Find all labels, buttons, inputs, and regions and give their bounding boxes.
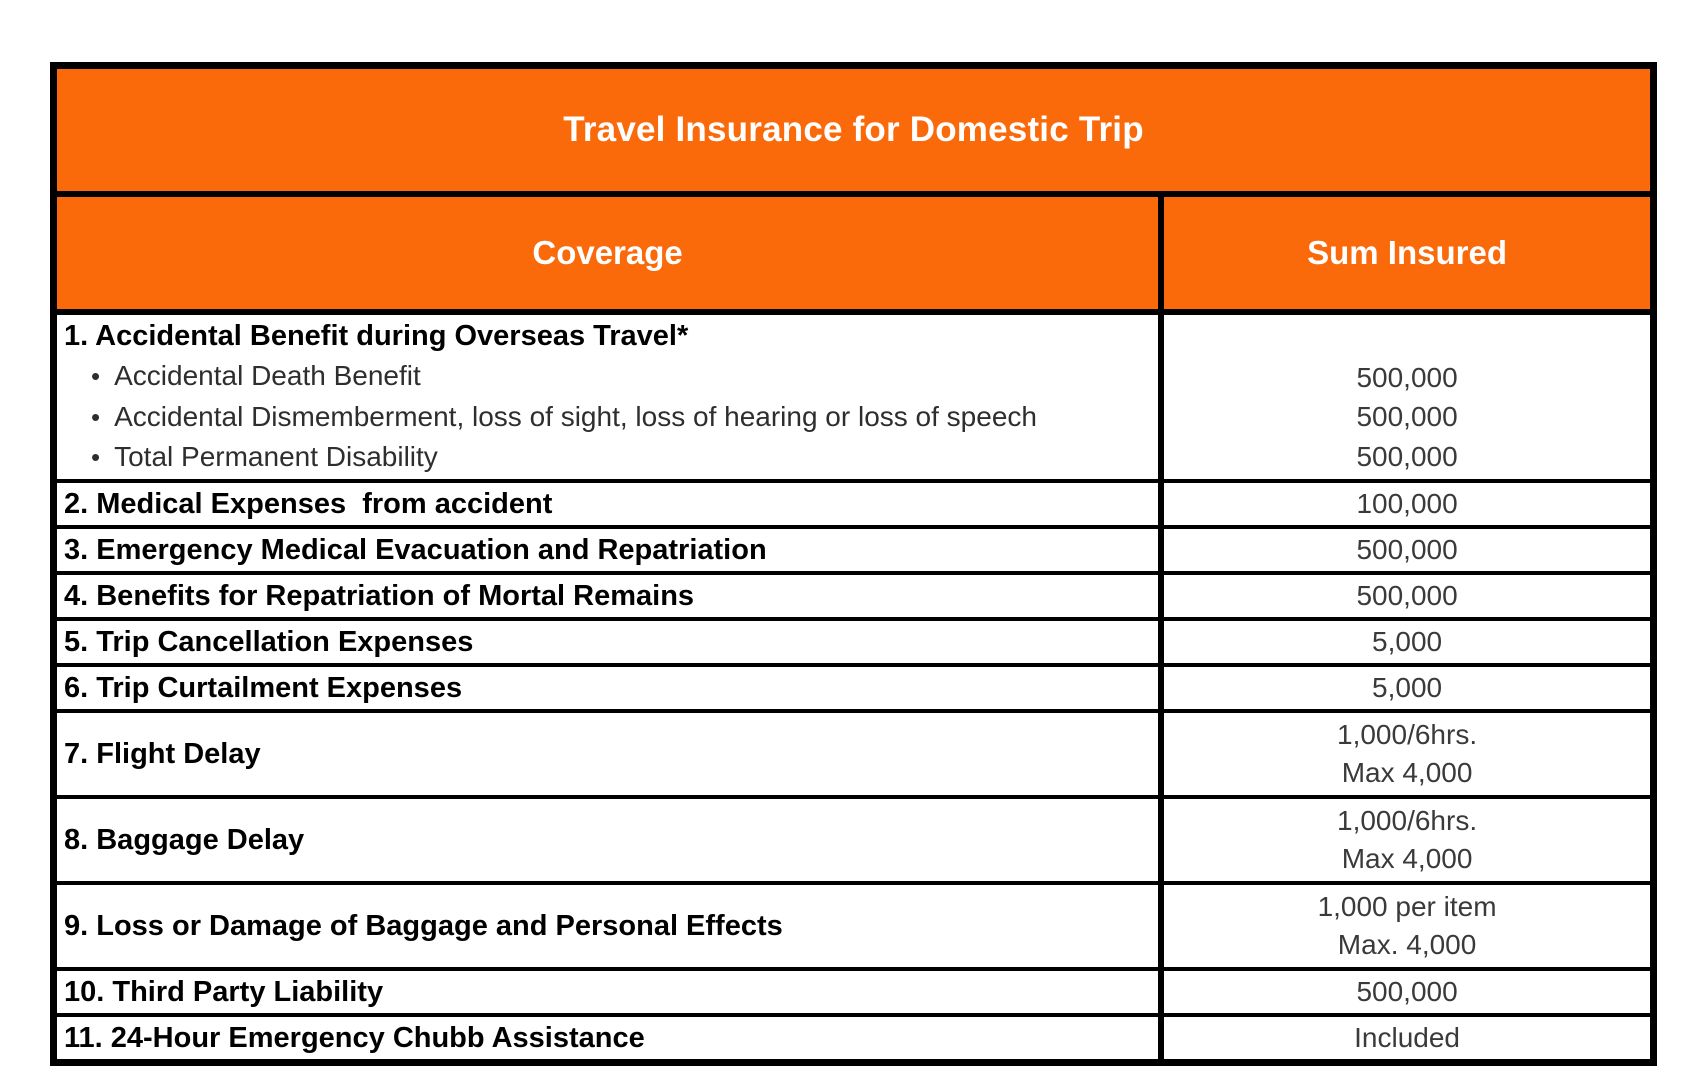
coverage-label: 10. Third Party Liability: [64, 975, 384, 1008]
sum-insured-cell: 1,000 per item Max. 4,000: [1164, 885, 1650, 967]
coverage-cell: 3. Emergency Medical Evacuation and Repa…: [57, 528, 1165, 571]
table-title: Travel Insurance for Domestic Trip: [563, 110, 1144, 149]
sum-insured-value: Max 4,000: [1341, 756, 1473, 788]
sum-insured-cell: 500,000: [1164, 575, 1650, 617]
sum-insured-cell: Included: [1164, 1017, 1650, 1059]
table-row-trip-curtailment: 6. Trip Curtailment Expenses 5,000: [57, 666, 1650, 713]
coverage-cell: 8. Baggage Delay: [57, 798, 1165, 881]
sum-insured-value: Max 4,000: [1341, 842, 1473, 874]
coverage-cell: 2. Medical Expenses from accident: [57, 482, 1165, 525]
coverage-sub-item: • Total Permanent Disability: [64, 437, 1146, 478]
coverage-label: 3. Emergency Medical Evacuation and Repa…: [64, 533, 767, 566]
coverage-cell: 9. Loss or Damage of Baggage and Persona…: [57, 884, 1165, 967]
coverage-cell: 5. Trip Cancellation Expenses: [57, 620, 1165, 663]
table-row-baggage-loss-damage: 9. Loss or Damage of Baggage and Persona…: [57, 884, 1650, 971]
sum-insured-value: 500,000: [1356, 533, 1458, 565]
sum-insured-value: 1,000 per item: [1317, 890, 1497, 922]
table-row-repatriation-mortal-remains: 4. Benefits for Repatriation of Mortal R…: [57, 574, 1650, 621]
coverage-label: 7. Flight Delay: [64, 737, 261, 770]
sum-insured-value: 5,000: [1372, 671, 1443, 703]
coverage-label: 2. Medical Expenses from accident: [64, 487, 553, 520]
coverage-sub-item-label: Total Permanent Disability: [114, 441, 438, 472]
sum-insured-value: 500,000: [1356, 975, 1458, 1007]
coverage-label: 1. Accidental Benefit during Overseas Tr…: [64, 320, 689, 352]
table-row-accidental-benefit: 1. Accidental Benefit during Overseas Tr…: [57, 315, 1650, 483]
sum-insured-value: 100,000: [1356, 487, 1458, 519]
sum-insured-value: 500,000: [1356, 361, 1458, 393]
sum-insured-cell: 5,000: [1164, 621, 1650, 663]
sum-insured-cell: 500,000: [1164, 971, 1650, 1013]
coverage-cell: 6. Trip Curtailment Expenses: [57, 666, 1165, 709]
coverage-sub-item-label: Accidental Death Benefit: [114, 360, 421, 391]
coverage-label: 9. Loss or Damage of Baggage and Persona…: [64, 909, 783, 942]
sum-insured-cell: 500,000: [1164, 529, 1650, 571]
coverage-sub-item-label: Accidental Dismemberment, loss of sight,…: [114, 400, 1037, 432]
coverage-column-header: Coverage: [57, 197, 1165, 309]
sum-insured-value: 1,000/6hrs.: [1337, 718, 1478, 750]
insurance-table: Travel Insurance for Domestic Trip Cover…: [50, 62, 1657, 1066]
coverage-cell: 11. 24-Hour Emergency Chubb Assistance: [57, 1016, 1165, 1059]
sum-insured-value: 5,000: [1372, 625, 1443, 657]
column-header-row: Coverage Sum Insured: [57, 197, 1650, 315]
coverage-cell: 10. Third Party Liability: [57, 970, 1165, 1013]
sum-insured-value: 500,000: [1356, 440, 1458, 472]
table-row-medical-expenses: 2. Medical Expenses from accident 100,00…: [57, 482, 1650, 529]
coverage-sub-item: • Accidental Death Benefit: [64, 356, 1146, 397]
table-row-chubb-assistance: 11. 24-Hour Emergency Chubb Assistance I…: [57, 1016, 1650, 1059]
sum-insured-cell: 5,000: [1164, 667, 1650, 709]
coverage-label: 6. Trip Curtailment Expenses: [64, 671, 463, 704]
table-title-banner: Travel Insurance for Domestic Trip: [57, 69, 1650, 197]
coverage-cell: 4. Benefits for Repatriation of Mortal R…: [57, 574, 1165, 617]
coverage-cell: 7. Flight Delay: [57, 712, 1165, 795]
coverage-cell: 1. Accidental Benefit during Overseas Tr…: [57, 315, 1165, 479]
table-row-trip-cancellation: 5. Trip Cancellation Expenses 5,000: [57, 620, 1650, 667]
sum-insured-value: Included: [1354, 1021, 1460, 1053]
table-row-baggage-delay: 8. Baggage Delay 1,000/6hrs. Max 4,000: [57, 798, 1650, 885]
sum-insured-cell: 500,000 500,000 500,000: [1164, 315, 1650, 479]
bullet-icon: •: [91, 361, 101, 391]
table-row-emergency-evacuation: 3. Emergency Medical Evacuation and Repa…: [57, 528, 1650, 575]
coverage-sub-item: • Accidental Dismemberment, loss of sigh…: [64, 397, 1146, 438]
bullet-icon: •: [91, 401, 101, 432]
coverage-label: 4. Benefits for Repatriation of Mortal R…: [64, 579, 695, 612]
sum-insured-cell: 1,000/6hrs. Max 4,000: [1164, 799, 1650, 881]
table-row-flight-delay: 7. Flight Delay 1,000/6hrs. Max 4,000: [57, 712, 1650, 799]
coverage-label: 5. Trip Cancellation Expenses: [64, 625, 474, 658]
bullet-icon: •: [91, 442, 101, 472]
sum-insured-column-header: Sum Insured: [1307, 234, 1507, 271]
coverage-label: 8. Baggage Delay: [64, 823, 305, 856]
sum-insured-value: Max. 4,000: [1337, 928, 1477, 960]
coverage-label: 11. 24-Hour Emergency Chubb Assistance: [64, 1021, 645, 1054]
sum-insured-value: 1,000/6hrs.: [1337, 804, 1478, 836]
sum-insured-value: 500,000: [1356, 579, 1458, 611]
sum-insured-cell: 1,000/6hrs. Max 4,000: [1164, 713, 1650, 795]
sum-insured-value: 500,000: [1356, 401, 1458, 432]
table-row-third-party-liability: 10. Third Party Liability 500,000: [57, 970, 1650, 1017]
sum-insured-cell: 100,000: [1164, 483, 1650, 525]
